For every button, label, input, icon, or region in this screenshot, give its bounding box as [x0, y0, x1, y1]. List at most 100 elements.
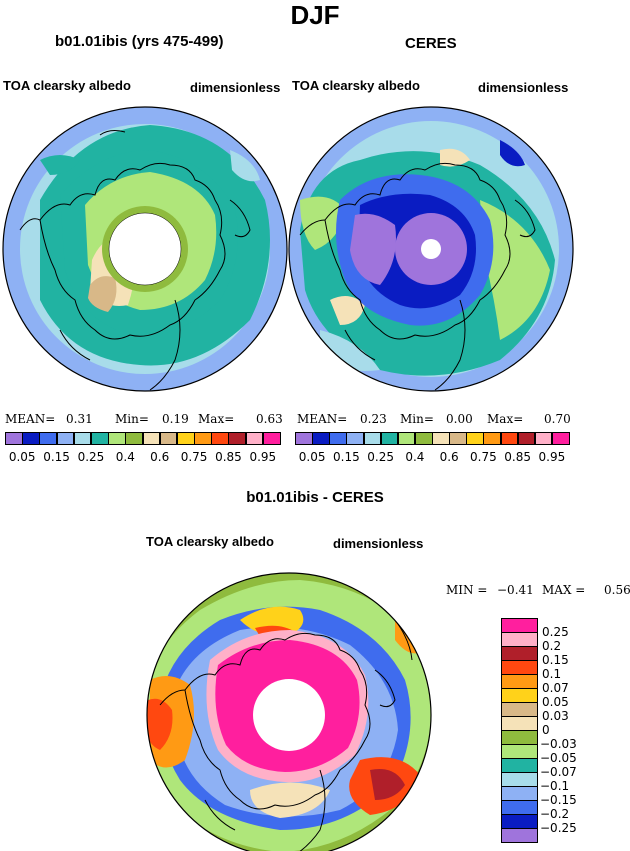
panel1-skyblue-patch: [230, 150, 260, 182]
panel3-redorange-west: [147, 698, 173, 750]
colorbar-tick-label: 0.75: [180, 450, 208, 464]
panel1-colorbar: [5, 432, 281, 445]
panel2-title: CERES: [405, 35, 457, 52]
panel1-coastlines: [19, 130, 251, 391]
colorbar-swatch: [56, 432, 75, 445]
panel2-polar-map: [289, 107, 573, 391]
colorbar-swatch: [39, 432, 58, 445]
colorbar-tick-label: −0.05: [540, 751, 577, 765]
colorbar-tick-label: 0.03: [542, 709, 569, 723]
panel2-lightgreen-east: [480, 200, 550, 340]
colorbar-tick-label: −0.25: [540, 821, 577, 835]
panel2-colorbar: [295, 432, 570, 445]
colorbar-swatch: [501, 702, 538, 717]
colorbar-tick-label: −0.15: [540, 793, 577, 807]
colorbar-swatch: [397, 432, 416, 445]
panel3-units-label: dimensionless: [333, 536, 424, 551]
colorbar-tick-label: 0.05: [542, 695, 569, 709]
colorbar-tick-label: 0.05: [298, 450, 326, 464]
colorbar-swatch: [501, 618, 538, 633]
panel2-units-label: dimensionless: [478, 80, 569, 95]
colorbar-swatch: [414, 432, 433, 445]
colorbar-swatch: [501, 646, 538, 661]
colorbar-swatch: [501, 688, 538, 703]
panel2-min-value: 0.00: [446, 412, 473, 426]
colorbar-tick-label: 0.07: [542, 681, 569, 695]
colorbar-swatch: [211, 432, 229, 445]
panel2-coastlines: [299, 162, 536, 391]
colorbar-swatch: [449, 432, 467, 445]
colorbar-swatch: [228, 432, 247, 445]
panel1-title: b01.01ibis (yrs 475-499): [55, 33, 224, 50]
colorbar-swatch: [501, 786, 538, 801]
colorbar-swatch: [329, 432, 347, 445]
panel1-mean-label: MEAN=: [5, 412, 56, 426]
colorbar-tick-label: 0.85: [504, 450, 531, 464]
panel3-darkred-se: [370, 769, 405, 800]
colorbar-tick-label: −0.03: [540, 737, 577, 751]
colorbar-swatch: [501, 744, 538, 759]
colorbar-tick-label: 0.25: [367, 450, 394, 464]
colorbar-swatch: [501, 800, 538, 815]
colorbar-tick-label: 0.95: [538, 450, 566, 464]
panel2-max-value: 0.70: [544, 412, 571, 426]
colorbar-tick-label: 0.1: [542, 667, 562, 681]
colorbar-swatch: [501, 758, 538, 773]
colorbar-swatch: [312, 432, 330, 445]
panel3-coastlines: [159, 619, 413, 851]
colorbar-tick-label: 0.25: [77, 450, 105, 464]
panel3-polar-map: [147, 573, 431, 851]
panel2-max-label: Max=: [487, 412, 524, 426]
panel1-polar-map: [3, 107, 287, 391]
colorbar-swatch: [142, 432, 161, 445]
colorbar-swatch: [73, 432, 92, 445]
colorbar-tick-label: −0.1: [540, 779, 570, 793]
colorbar-swatch: [159, 432, 178, 445]
panel1-max-label: Max=: [198, 412, 235, 426]
panel3-colorbar-labels: 0.25 0.2 0.15 0.1 0.07 0.05 0.03 0 −0.03 −0.05 −0.…: [540, 618, 600, 848]
colorbar-swatch: [534, 432, 553, 445]
panel3-cream-south: [250, 782, 330, 818]
panel2-colorbar-labels: 0.05 0.15 0.25 0.4 0.6 0.75 0.85 0.95: [295, 450, 569, 466]
colorbar-tick-label: 0: [542, 723, 550, 737]
panel1-max-value: 0.63: [256, 412, 283, 426]
colorbar-swatch: [501, 716, 538, 731]
colorbar-swatch: [108, 432, 126, 445]
panel2-pole-hole: [421, 239, 441, 259]
colorbar-tick-label: 0.25: [542, 625, 569, 639]
panel1-mean-value: 0.31: [66, 412, 93, 426]
colorbar-swatch: [500, 432, 519, 445]
colorbar-tick-label: 0.15: [43, 450, 70, 464]
panel3-min-value: −0.41: [497, 583, 534, 597]
colorbar-swatch: [176, 432, 195, 445]
colorbar-swatch: [501, 632, 538, 647]
panel1-pole-hole: [109, 213, 181, 285]
panel2-purple-west: [350, 213, 396, 285]
colorbar-tick-label: 0.05: [8, 450, 36, 464]
panel2-mean-value: 0.23: [360, 412, 387, 426]
panel1-min-label: Min=: [115, 412, 149, 426]
panel3-max-label: MAX =: [542, 583, 586, 597]
panel1-colorbar-labels: 0.05 0.15 0.25 0.4 0.6 0.75 0.85 0.95: [5, 450, 280, 466]
colorbar-tick-label: 0.75: [470, 450, 497, 464]
panel1-tan-region: [88, 276, 117, 312]
colorbar-tick-label: −0.07: [540, 765, 577, 779]
panel1-min-value: 0.19: [162, 412, 189, 426]
colorbar-swatch: [501, 814, 538, 829]
colorbar-swatch: [245, 432, 264, 445]
panel1-map-border: [2, 106, 288, 392]
colorbar-swatch: [194, 432, 212, 445]
colorbar-swatch: [432, 432, 450, 445]
colorbar-swatch: [90, 432, 109, 445]
colorbar-tick-label: 0.6: [150, 450, 170, 464]
panel3-pole-hole: [253, 679, 325, 751]
colorbar-tick-label: 0.4: [405, 450, 425, 464]
panel1-units-label: dimensionless: [190, 80, 281, 95]
figure-main-title: DJF: [290, 0, 340, 30]
colorbar-swatch: [551, 432, 570, 445]
colorbar-swatch: [501, 772, 538, 787]
panel3-map-border: [146, 572, 432, 851]
colorbar-swatch: [501, 660, 538, 675]
colorbar-swatch: [5, 432, 23, 445]
